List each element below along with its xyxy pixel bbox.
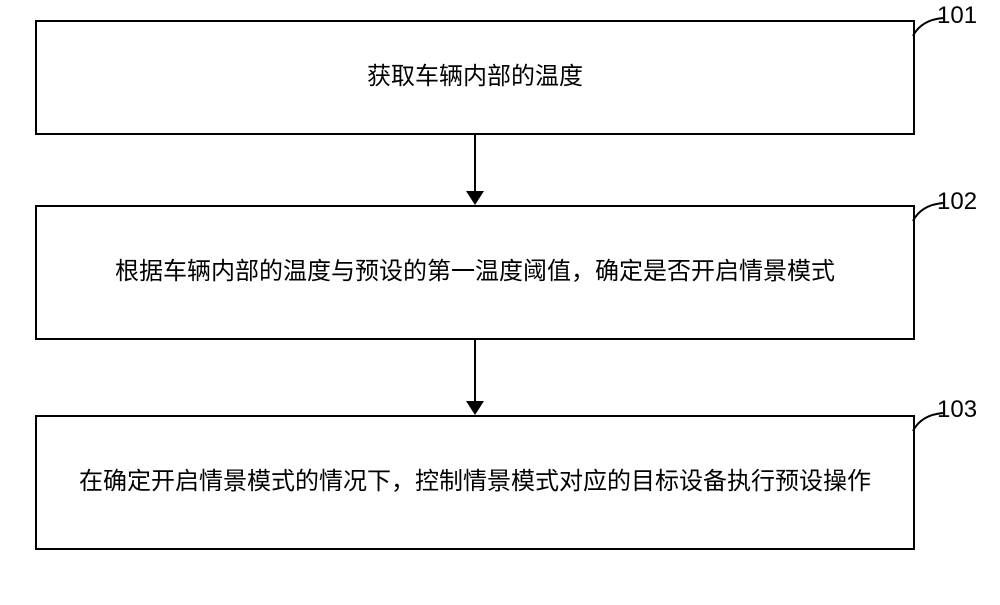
node-text: 获取车辆内部的温度 <box>367 58 583 96</box>
flowchart-node-3: 在确定开启情景模式的情况下，控制情景模式对应的目标设备执行预设操作 <box>35 415 915 550</box>
arrow-line-2 <box>474 340 476 403</box>
arrow-head-2 <box>466 401 484 415</box>
step-bracket-102 <box>909 195 949 225</box>
flowchart-node-2: 根据车辆内部的温度与预设的第一温度阈值，确定是否开启情景模式 <box>35 205 915 340</box>
flowchart-node-1: 获取车辆内部的温度 <box>35 20 915 135</box>
arrow-head-1 <box>466 191 484 205</box>
node-text: 根据车辆内部的温度与预设的第一温度阈值，确定是否开启情景模式 <box>115 253 835 291</box>
node-text: 在确定开启情景模式的情况下，控制情景模式对应的目标设备执行预设操作 <box>79 463 871 501</box>
arrow-line-1 <box>474 135 476 193</box>
flowchart-container: 获取车辆内部的温度101根据车辆内部的温度与预设的第一温度阈值，确定是否开启情景… <box>0 0 1000 605</box>
step-bracket-101 <box>909 10 949 40</box>
step-bracket-103 <box>909 405 949 435</box>
